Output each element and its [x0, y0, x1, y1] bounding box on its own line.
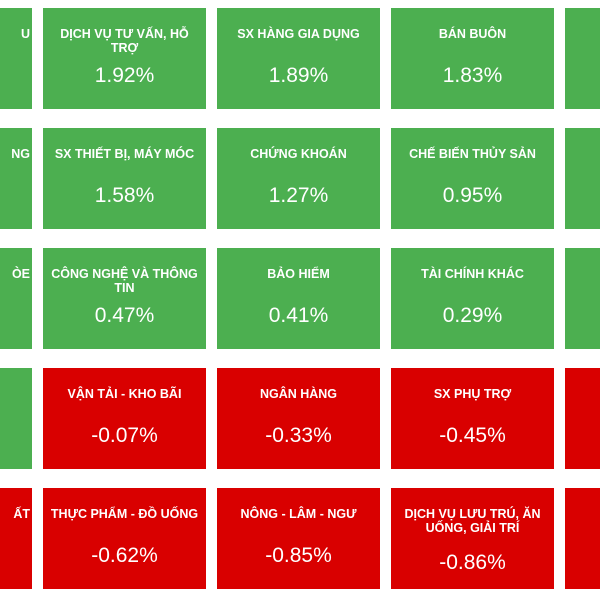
sector-name: NGÂN HÀNG: [259, 387, 338, 401]
sector-change-value: 0.29%: [442, 304, 503, 327]
sector-name: SX PHỤ TRỢ: [433, 387, 512, 401]
sector-change-value: -0.86%: [439, 551, 506, 574]
sector-tile[interactable]: SX THIẾT BỊ, MÁY MÓC 1.58%: [43, 128, 206, 229]
sector-change-value: -0.62%: [91, 544, 158, 567]
sector-tile[interactable]: SX HÀNG GIA DỤNG 1.89%: [217, 8, 380, 109]
sector-tile[interactable]: CHỨNG KHOÁN 1.27%: [217, 128, 380, 229]
sector-tile-partial-left[interactable]: ẤT: [0, 488, 32, 589]
sector-tile[interactable]: VẬN TẢI - KHO BÃI -0.07%: [43, 368, 206, 469]
sector-name: DỊCH VỤ LƯU TRÚ, ĂN UỐNG, GIẢI TRÍ: [404, 507, 541, 535]
sector-change-value: 0.41%: [268, 304, 329, 327]
sector-tile-partial-left[interactable]: NG: [0, 128, 32, 229]
sector-name: SX HÀNG GIA DỤNG: [237, 27, 360, 41]
sector-tile[interactable]: BÁN BUÔN 1.83%: [391, 8, 554, 109]
sector-change-value: -0.33%: [265, 424, 332, 447]
sector-name: DỊCH VỤ TƯ VẤN, HỖ TRỢ: [60, 27, 189, 55]
sector-change-value: 1.83%: [442, 64, 503, 87]
sector-tile[interactable]: CHẾ BIẾN THỦY SẢN 0.95%: [391, 128, 554, 229]
sector-change-value: 0.47%: [94, 304, 155, 327]
sector-name: CÔNG NGHỆ VÀ THÔNG TIN: [51, 267, 198, 295]
sector-tile[interactable]: SX PHỤ TRỢ -0.45%: [391, 368, 554, 469]
sector-name-fragment: ÒE: [11, 267, 30, 281]
sector-tile[interactable]: CÔNG NGHỆ VÀ THÔNG TIN 0.47%: [43, 248, 206, 349]
sector-change-value: 1.92%: [94, 64, 155, 87]
sector-name: BÁN BUÔN: [438, 27, 507, 41]
sector-tile[interactable]: DỊCH VỤ LƯU TRÚ, ĂN UỐNG, GIẢI TRÍ -0.86%: [391, 488, 554, 589]
sector-tile[interactable]: THỰC PHẨM - ĐỒ UỐNG -0.62%: [43, 488, 206, 589]
sector-tile-partial-right[interactable]: [565, 488, 600, 589]
sector-tile-partial-right[interactable]: [565, 368, 600, 469]
sector-name: TÀI CHÍNH KHÁC: [421, 267, 524, 281]
sector-change-value: 1.58%: [94, 184, 155, 207]
sector-tile-partial-left[interactable]: U: [0, 8, 32, 109]
sector-change-value: 1.27%: [268, 184, 329, 207]
sector-name: SX THIẾT BỊ, MÁY MÓC: [54, 147, 195, 161]
sector-tile[interactable]: NÔNG - LÂM - NGƯ -0.85%: [217, 488, 380, 589]
sector-name-fragment: ẤT: [13, 507, 30, 521]
sector-tile-partial-right[interactable]: [565, 128, 600, 229]
sector-change-value: 0.95%: [442, 184, 503, 207]
sector-change-value: -0.85%: [265, 544, 332, 567]
sector-tile[interactable]: NGÂN HÀNG -0.33%: [217, 368, 380, 469]
sector-tile[interactable]: DỊCH VỤ TƯ VẤN, HỖ TRỢ 1.92%: [43, 8, 206, 109]
sector-name: CHỨNG KHOÁN: [250, 147, 347, 161]
sector-tile-partial-left[interactable]: [0, 368, 32, 469]
sector-change-value: 1.89%: [268, 64, 329, 87]
sector-tile[interactable]: BẢO HIỂM 0.41%: [217, 248, 380, 349]
sector-tile-partial-right[interactable]: [565, 8, 600, 109]
sector-name-fragment: NG: [11, 147, 30, 161]
sector-change-value: -0.07%: [91, 424, 158, 447]
sector-name: THỰC PHẨM - ĐỒ UỐNG: [50, 507, 199, 521]
sector-tile[interactable]: TÀI CHÍNH KHÁC 0.29%: [391, 248, 554, 349]
sector-name: VẬN TẢI - KHO BÃI: [67, 387, 182, 401]
sector-name: BẢO HIỂM: [267, 267, 330, 281]
sector-name-fragment: U: [20, 27, 30, 41]
sector-tile-partial-right[interactable]: [565, 248, 600, 349]
sector-name: CHẾ BIẾN THỦY SẢN: [409, 147, 536, 161]
sector-change-value: -0.45%: [439, 424, 506, 447]
sector-tile-partial-left[interactable]: ÒE: [0, 248, 32, 349]
sector-name: NÔNG - LÂM - NGƯ: [240, 507, 357, 521]
